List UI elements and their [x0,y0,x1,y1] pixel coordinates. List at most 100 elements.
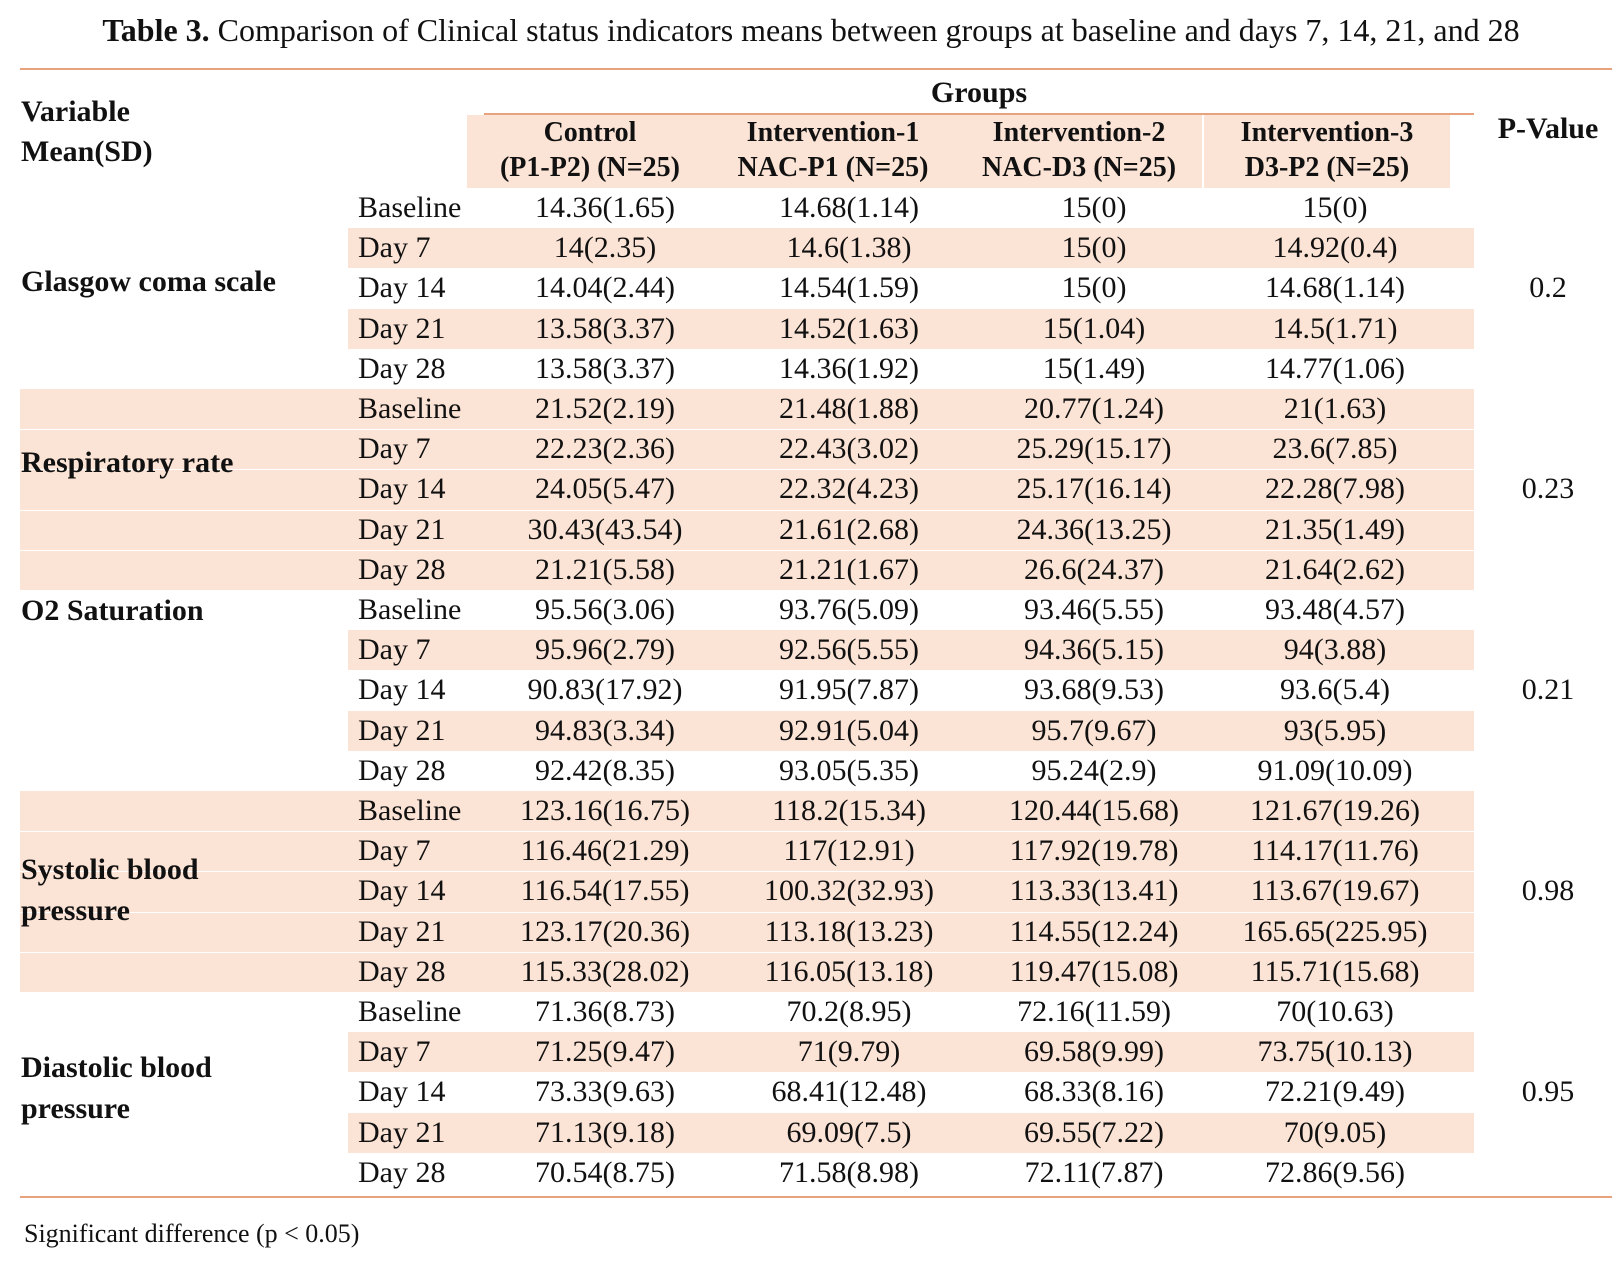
table-cell: 21.35(1.49) [1265,512,1405,546]
groups-underline [484,113,1474,115]
column-header-line1: Intervention-3 [1240,117,1414,148]
table-cell: 14.92(0.4) [1272,231,1398,265]
timepoint-label: Day 7 [358,633,431,667]
table-cell: 14.36(1.65) [535,191,675,224]
table-cell: 93.76(5.09) [779,593,919,626]
timepoint-label: Day 21 [358,713,446,747]
table-cell: 25.29(15.17) [1016,432,1172,466]
timepoint-label: Day 21 [358,311,446,345]
p-value: 0.21 [1521,673,1575,707]
table-cell: 93.46(5.55) [1024,593,1164,626]
timepoint-label: Day 21 [358,914,446,948]
variable-name: O2 Saturation [21,594,204,627]
table-cell: 14.6(1.38) [786,231,912,265]
table-cell: 71.13(9.18) [535,1115,675,1149]
table-cell: 14.68(1.14) [1265,271,1405,305]
table-cell: 94.36(5.15) [1024,633,1164,667]
timepoint-label: Day 14 [358,1075,446,1109]
variable-label: Systolic blood pressure [21,849,351,931]
row-separator [20,469,1474,471]
row-shading [348,710,1474,751]
table-cell: 21.64(2.62) [1265,552,1405,586]
table-cell: 117.92(19.78) [1009,834,1179,868]
column-header-line2: NAC-P1 (N=25) [737,152,929,183]
table-cell: 14.77(1.06) [1265,351,1405,385]
timepoint-label: Day 21 [358,1115,446,1149]
table-cell: 14.5(1.71) [1272,311,1398,345]
table-cell: 95.24(2.9) [1031,753,1157,787]
table-cell: 116.05(13.18) [764,954,934,988]
timepoint-label: Baseline [358,794,462,827]
row-separator [20,509,1474,511]
table-cell: 14.36(1.92) [779,351,919,385]
row-shading [348,630,1474,671]
table-cell: 72.21(9.49) [1265,1075,1405,1109]
row-separator [20,951,1474,953]
column-header-line1: Intervention-1 [746,117,920,148]
footnote: Significant difference (p < 0.05) [24,1219,360,1248]
row-shading [348,1112,1474,1153]
table-cell: 94.83(3.34) [535,713,675,747]
variable-header-line2: Mean(SD) [21,135,153,168]
table-cell: 69.55(7.22) [1024,1115,1164,1149]
variable-name-line2: pressure [21,1092,130,1125]
block-shading [20,389,1474,590]
column-header-intervention-2: Intervention-2 NAC-D3 (N=25) [956,115,1202,188]
timepoint-label: Day 7 [358,432,431,466]
column-header-control: Control (P1-P2) (N=25) [467,115,713,188]
table-cell: 113.33(13.41) [1009,874,1179,908]
table-cell: 26.6(24.37) [1024,552,1164,586]
table-cell: 24.36(13.25) [1016,512,1172,546]
block-shading [20,791,1474,992]
timepoint-label: Day 7 [358,231,431,265]
table-cell: 30.43(43.54) [527,512,683,546]
table-cell: 15(0) [1302,191,1368,224]
table-cell: 113.18(13.23) [764,914,934,948]
table-cell: 69.09(7.5) [786,1115,912,1149]
variable-name: Respiratory rate [21,446,234,479]
table-cell: 91.95(7.87) [779,673,919,707]
table-cell: 95.96(2.79) [535,633,675,667]
table-cell: 21.52(2.19) [535,392,675,425]
table-cell: 114.17(11.76) [1251,834,1419,868]
table-cell: 116.46(21.29) [520,834,690,868]
timepoint-label: Day 28 [358,1155,446,1189]
table-cell: 13.58(3.37) [535,351,675,385]
table-cell: 14.54(1.59) [779,271,919,305]
timepoint-label: Day 28 [358,552,446,586]
table-cell: 22.32(4.23) [779,472,919,506]
table-cell: 69.58(9.99) [1024,1035,1164,1069]
timepoint-label: Day 7 [358,834,431,868]
row-shading [348,308,1474,349]
table-cell: 116.54(17.55) [520,874,690,908]
table-cell: 94(3.88) [1283,633,1387,667]
bottom-rule [20,1196,1612,1198]
pvalue-header: P-Value [1497,112,1599,145]
table-cell: 20.77(1.24) [1024,392,1164,425]
table-cell: 70(10.63) [1276,995,1394,1028]
table-cell: 68.33(8.16) [1024,1075,1164,1109]
table-cell: 21.48(1.88) [779,392,919,425]
table-cell: 93.6(5.4) [1280,673,1390,707]
timepoint-label: Day 14 [358,271,446,305]
variable-name-line1: Diastolic blood [21,1051,212,1084]
table-cell: 14.52(1.63) [779,311,919,345]
groups-header: Groups [930,76,1028,109]
table-cell: 14(2.35) [553,231,657,265]
table-cell: 14.04(2.44) [535,271,675,305]
table-title: Table 3. Comparison of Clinical status i… [0,12,1622,49]
table-cell: 22.43(3.02) [779,432,919,466]
row-separator [20,871,1474,873]
table-cell: 115.33(28.02) [520,954,690,988]
table-cell: 70.2(8.95) [786,995,912,1028]
column-header-intervention-3: Intervention-3 D3-P2 (N=25) [1204,115,1450,188]
row-shading [348,1032,1474,1073]
table-cell: 71(9.79) [797,1035,901,1069]
table-caption: Comparison of Clinical status indicators… [209,12,1520,48]
variable-name-line2: pressure [21,894,130,927]
table-cell: 22.23(2.36) [535,432,675,466]
p-value: 0.2 [1529,271,1567,305]
table-number: Table 3. [102,12,210,48]
table-cell: 15(1.04) [1042,311,1146,345]
row-shading [348,228,1474,269]
